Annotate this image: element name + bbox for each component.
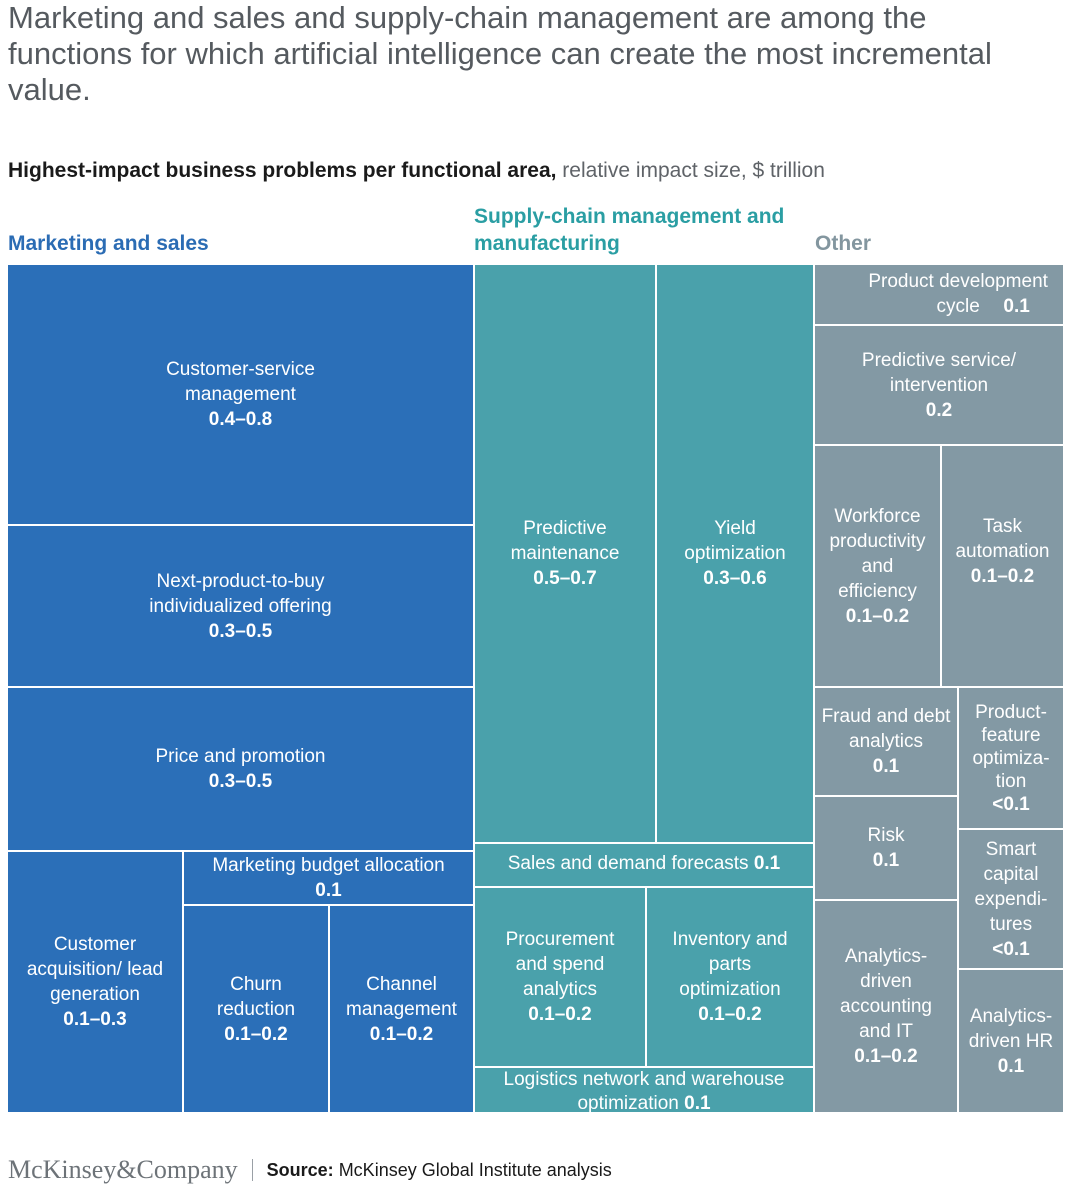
tile-marketing-budget-allocation: Marketing budget allocation 0.1 (184, 852, 475, 906)
tile-value: 0.3–0.5 (208, 620, 273, 642)
tile-label: Marketing budget allocation (212, 855, 445, 876)
tile-label: Yield optimization (684, 518, 786, 564)
tile-value: 0.1–0.3 (63, 1009, 127, 1030)
tile-workforce-productivity: Workforce productivity and efficiency 0.… (815, 446, 942, 688)
tile-product-development-cycle: Product development cycle 0.1 (815, 265, 1065, 326)
tile-analytics-driven-accounting: Analytics-driven accounting and IT 0.1–0… (815, 901, 959, 1114)
source-note: Source: McKinsey Global Institute analys… (267, 1160, 612, 1181)
tile-label: Customer-service management (166, 359, 315, 405)
tile-label: Fraud and debt analytics (821, 706, 951, 752)
tile-value: 0.1–0.2 (970, 566, 1035, 587)
footer: McKinsey&Company Source: McKinsey Global… (8, 1152, 612, 1188)
subtitle-bold: Highest-impact business problems per fun… (8, 159, 557, 182)
tile-label: Churn reduction (216, 973, 296, 1020)
tile-price-and-promotion: Price and promotion 0.3–0.5 (8, 688, 475, 852)
mckinsey-logo: McKinsey&Company (8, 1155, 238, 1184)
tile-label: Inventory and parts optimization (672, 929, 788, 1000)
tile-channel-management: Channel management 0.1–0.2 (330, 906, 475, 1114)
tile-value: 0.1–0.2 (528, 1004, 592, 1025)
tile-value: 0.1 (1003, 296, 1030, 317)
group-label-supply-chain: Supply-chain management and manufacturin… (474, 205, 785, 255)
tile-label: Product-feature optimiza-tion (972, 701, 1050, 792)
tile-label: Smart capital expendi-tures (974, 838, 1048, 935)
tile-sales-and-demand-forecasts: Sales and demand forecasts 0.1 (475, 844, 815, 888)
tile-value: 0.1 (684, 1093, 711, 1114)
tile-value: 0.1–0.2 (369, 1023, 434, 1045)
tile-label: Analytics-driven accounting and IT (840, 946, 932, 1042)
tile-next-product-to-buy: Next-product-to-buy individualized offer… (8, 526, 475, 688)
tile-value: <0.1 (992, 793, 1030, 815)
tile-label: Next-product-to-buy individualized offer… (149, 570, 332, 617)
tile-procurement-and-spend-analytics: Procurement and spend analytics 0.1–0.2 (475, 888, 647, 1068)
tile-value: <0.1 (992, 938, 1030, 960)
tile-label: Workforce productivity and efficiency (829, 505, 926, 602)
tile-label: Logistics network and warehouse optimiza… (503, 1069, 785, 1114)
tile-value: 0.1 (872, 756, 900, 777)
tile-product-feature-optimization: Product-feature optimiza-tion <0.1 (959, 688, 1065, 830)
subtitle-units: relative impact size, $ trillion (556, 159, 825, 182)
tile-inventory-and-parts-optimization: Inventory and parts optimization 0.1–0.2 (647, 888, 815, 1068)
tile-label: Procurement and spend analytics (505, 929, 615, 1000)
tile-label: Channel management (346, 973, 457, 1020)
tile-label: Predictive maintenance (510, 518, 620, 564)
tile-analytics-driven-hr: Analytics-driven HR 0.1 (959, 970, 1065, 1114)
group-label-other: Other (815, 232, 872, 255)
chart-subtitle: Highest-impact business problems per fun… (8, 157, 825, 185)
tile-value: 0.1–0.2 (224, 1023, 288, 1045)
tile-value: 0.1–0.2 (845, 605, 910, 627)
tile-label: Customer acquisition/ lead generation (26, 934, 164, 1005)
tile-customer-acquisition: Customer acquisition/ lead generation 0.… (8, 852, 184, 1114)
footer-divider (251, 1159, 253, 1181)
tile-label: Predictive service/ intervention (861, 349, 1017, 396)
tile-value: 0.1 (753, 853, 781, 874)
tile-label: Risk (867, 825, 905, 846)
tile-label: Sales and demand forecasts (507, 853, 749, 874)
tile-value: 0.5–0.7 (533, 568, 597, 589)
tile-yield-optimization: Yield optimization 0.3–0.6 (657, 265, 815, 844)
tile-predictive-maintenance: Predictive maintenance 0.5–0.7 (475, 265, 657, 844)
tile-fraud-and-debt-analytics: Fraud and debt analytics 0.1 (815, 688, 959, 797)
tile-logistics-network: Logistics network and warehouse optimiza… (475, 1068, 815, 1114)
tile-task-automation: Task automation 0.1–0.2 (942, 446, 1065, 688)
tile-value: 0.1–0.2 (698, 1004, 762, 1025)
chart-headline: Marketing and sales and supply-chain man… (8, 0, 992, 107)
tile-label: Analytics-driven HR (968, 1005, 1054, 1052)
tile-label: Task automation (955, 516, 1050, 562)
tile-value: 0.3–0.5 (208, 771, 273, 792)
tile-value: 0.2 (925, 399, 953, 421)
tile-label: Product development cycle (868, 271, 1048, 317)
group-label-marketing: Marketing and sales (8, 232, 209, 255)
tile-value: 0.1–0.2 (854, 1046, 918, 1067)
source-text: McKinsey Global Institute analysis (333, 1159, 612, 1180)
tile-value: 0.1 (997, 1055, 1025, 1077)
tile-predictive-service-intervention: Predictive service/ intervention 0.2 (815, 326, 1065, 446)
source-label: Source: (266, 1159, 334, 1180)
tile-value: 0.3–0.6 (703, 568, 767, 589)
tile-value: 0.4–0.8 (208, 409, 273, 430)
tile-value: 0.1 (315, 880, 342, 901)
tile-label: Price and promotion (155, 746, 326, 767)
tile-customer-service-management: Customer-service management 0.4–0.8 (8, 265, 475, 526)
tile-churn-reduction: Churn reduction 0.1–0.2 (184, 906, 330, 1114)
tile-smart-capital-expenditures: Smart capital expendi-tures <0.1 (959, 830, 1065, 970)
tile-risk: Risk 0.1 (815, 797, 959, 901)
tile-value: 0.1 (872, 850, 900, 871)
